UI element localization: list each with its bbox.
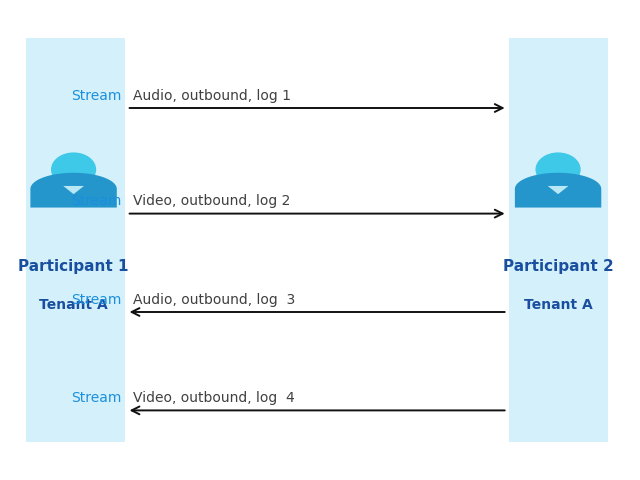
Text: Stream: Stream: [71, 194, 122, 208]
Text: Stream: Stream: [71, 89, 122, 103]
Circle shape: [536, 153, 580, 186]
Text: Tenant A: Tenant A: [39, 298, 108, 312]
Bar: [26, 38, 125, 442]
Text: Video, outbound, log 2: Video, outbound, log 2: [133, 194, 291, 208]
Text: Participant 1: Participant 1: [19, 259, 129, 274]
Polygon shape: [548, 186, 568, 194]
Polygon shape: [515, 173, 602, 207]
Circle shape: [52, 153, 95, 186]
Text: Video, outbound, log  4: Video, outbound, log 4: [133, 391, 295, 405]
Text: Stream: Stream: [71, 293, 122, 307]
Polygon shape: [31, 173, 116, 207]
Text: Participant 2: Participant 2: [502, 259, 614, 274]
Text: Stream: Stream: [71, 391, 122, 405]
Polygon shape: [63, 186, 84, 194]
Text: Audio, outbound, log  3: Audio, outbound, log 3: [133, 293, 296, 307]
Text: Audio, outbound, log 1: Audio, outbound, log 1: [133, 89, 291, 103]
Bar: [509, 38, 608, 442]
Text: Tenant A: Tenant A: [524, 298, 593, 312]
